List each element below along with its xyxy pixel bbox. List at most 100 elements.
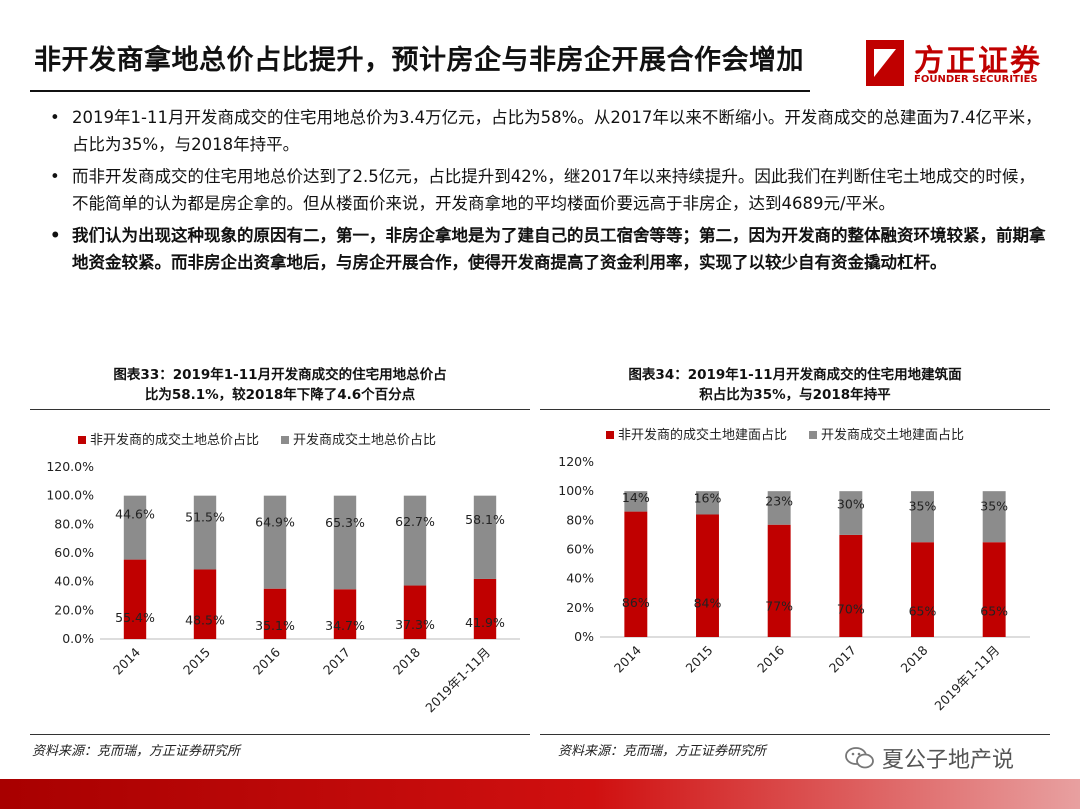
- data-label: 37.3%: [395, 617, 435, 632]
- logo-text-en: FOUNDER SECURITIES: [914, 74, 1038, 85]
- data-label: 51.5%: [185, 509, 225, 524]
- x-tick-label: 2014: [110, 644, 143, 677]
- bar-segment: [767, 524, 791, 637]
- legend-label: 开发商成交土地总价占比: [293, 432, 436, 448]
- bar-segment: [982, 542, 1006, 637]
- data-label: 84%: [694, 596, 722, 611]
- data-label: 65%: [909, 603, 937, 618]
- bullet-item: 而非开发商成交的住宅用地总价达到了2.5亿元，占比提升到42%，继2017年以来…: [50, 163, 1050, 217]
- legend-swatch: [281, 436, 289, 444]
- chart-source: 资料来源：克而瑞，方正证券研究所: [32, 744, 241, 759]
- stacked-bar-chart-floor-area: 非开发商的成交土地建面占比 开发商成交土地建面占比 0% 20% 40% 60% 80% 10…: [558, 427, 1030, 714]
- chart-title-divider: [540, 409, 1050, 410]
- x-tick-label: 2018: [390, 644, 423, 677]
- bar-segment: [624, 491, 648, 512]
- data-label: 62.7%: [395, 514, 435, 529]
- founder-logo-icon: [866, 40, 904, 86]
- chart-panel-land-price: 图表33：2019年1-11月开发商成交的住宅用地总价占 比为58.1%，较20…: [30, 360, 530, 770]
- data-label: 44.6%: [115, 507, 155, 522]
- data-label: 30%: [837, 496, 865, 511]
- x-tick-label: 2014: [611, 642, 644, 675]
- data-label: 35%: [909, 498, 937, 513]
- data-label: 65.3%: [325, 515, 365, 530]
- bar-segment: [911, 542, 934, 637]
- data-label: 41.9%: [465, 615, 505, 630]
- data-label: 16%: [694, 491, 722, 506]
- bullet-item: 2019年1-11月开发商成交的住宅用地总价为3.4万亿元，占比为58%。从20…: [50, 104, 1050, 158]
- data-label: 58.1%: [465, 512, 505, 527]
- watermark-text: 夏公子地产说: [882, 748, 1015, 773]
- bar-segment: [696, 514, 719, 637]
- x-tick-label: 2017: [826, 643, 859, 676]
- y-tick-label: 0.0%: [62, 631, 94, 646]
- chart-title: 图表33：2019年1-11月开发商成交的住宅用地总价占 比为58.1%，较20…: [30, 365, 530, 405]
- legend-label: 非开发商的成交土地建面占比: [618, 427, 787, 443]
- bar-segment: [839, 491, 863, 535]
- bar-segment: [473, 578, 497, 639]
- chart-title-line: 积占比为35%，与2018年持平: [699, 387, 891, 403]
- bar-segment: [193, 495, 217, 570]
- data-label: 86%: [622, 595, 650, 610]
- legend-swatch: [78, 436, 86, 444]
- chart-source-divider: [540, 734, 1050, 735]
- logo-text-cn: 方正证券: [914, 44, 1042, 79]
- bullet-list: 2019年1-11月开发商成交的住宅用地总价为3.4万亿元，占比为58%。从20…: [50, 104, 1050, 281]
- y-tick-label: 20.0%: [54, 602, 94, 617]
- y-tick-label: 120%: [558, 454, 594, 469]
- data-label: 35%: [980, 498, 1008, 513]
- y-tick-label: 60%: [566, 542, 594, 557]
- bar-segment: [473, 495, 497, 579]
- chart-title-divider: [30, 409, 530, 410]
- bar-segment: [403, 495, 427, 586]
- data-label: 35.1%: [255, 618, 295, 633]
- bar-segment: [911, 491, 934, 543]
- data-label: 77%: [765, 599, 793, 614]
- bar-segment: [123, 495, 147, 560]
- bar-segment: [624, 511, 648, 637]
- chart-panel-floor-area: 图表34：2019年1-11月开发商成交的住宅用地建筑面 积占比为35%，与20…: [540, 360, 1050, 770]
- bar-segment: [263, 588, 287, 639]
- bullet-item: 我们认为出现这种现象的原因有二，第一，非房企拿地是为了建自己的员工宿舍等等；第二…: [50, 222, 1050, 276]
- chart-source-divider: [30, 734, 530, 735]
- bar-segment: [839, 534, 863, 637]
- data-label: 64.9%: [255, 515, 295, 530]
- stacked-bar-chart-land-price: 非开发商的成交土地总价占比 开发商成交土地总价占比 0.0% 20.0% 40.0% 60…: [46, 432, 520, 715]
- x-tick-label: 2015: [180, 645, 213, 678]
- bar-segment: [333, 495, 357, 590]
- data-label: 70%: [837, 601, 865, 616]
- y-tick-label: 100%: [558, 483, 594, 498]
- legend-swatch: [809, 431, 817, 439]
- data-label: 55.4%: [115, 610, 155, 625]
- wechat-icon: [845, 747, 874, 769]
- data-label: 65%: [980, 603, 1008, 618]
- chart-title-line: 比为58.1%，较2018年下降了4.6个百分点: [144, 387, 416, 403]
- brand-logo: 方正证券 FOUNDER SECURITIES: [866, 38, 1046, 90]
- bar-segment: [982, 491, 1006, 543]
- y-tick-label: 40.0%: [54, 574, 94, 589]
- y-tick-label: 80%: [566, 512, 594, 527]
- bar-segment: [403, 585, 427, 639]
- bar-segment: [696, 491, 719, 515]
- legend-swatch: [606, 431, 614, 439]
- legend-label: 开发商成交土地建面占比: [821, 427, 964, 443]
- y-tick-label: 40%: [566, 571, 594, 586]
- x-tick-label: 2017: [320, 645, 353, 678]
- bar-segment: [767, 491, 791, 525]
- x-tick-label: 2019年1-11月: [931, 643, 1002, 714]
- data-label: 14%: [622, 490, 650, 505]
- y-tick-label: 0%: [574, 629, 594, 644]
- y-tick-label: 100.0%: [46, 488, 94, 503]
- bar-segment: [123, 559, 147, 639]
- data-label: 48.5%: [185, 613, 225, 628]
- title-divider: [30, 90, 810, 92]
- y-tick-label: 80.0%: [54, 516, 94, 531]
- x-tick-label: 2016: [250, 644, 283, 677]
- x-tick-label: 2018: [898, 642, 931, 675]
- data-label: 23%: [765, 494, 793, 509]
- chart-title-line: 图表33：2019年1-11月开发商成交的住宅用地总价占: [113, 367, 447, 383]
- page-title: 非开发商拿地总价占比提升，预计房企与非房企开展合作会增加: [34, 45, 804, 76]
- chart-title-line: 图表34：2019年1-11月开发商成交的住宅用地建筑面: [628, 367, 962, 383]
- x-tick-label: 2015: [683, 643, 716, 676]
- y-tick-label: 120.0%: [46, 459, 94, 474]
- y-tick-label: 20%: [566, 600, 594, 615]
